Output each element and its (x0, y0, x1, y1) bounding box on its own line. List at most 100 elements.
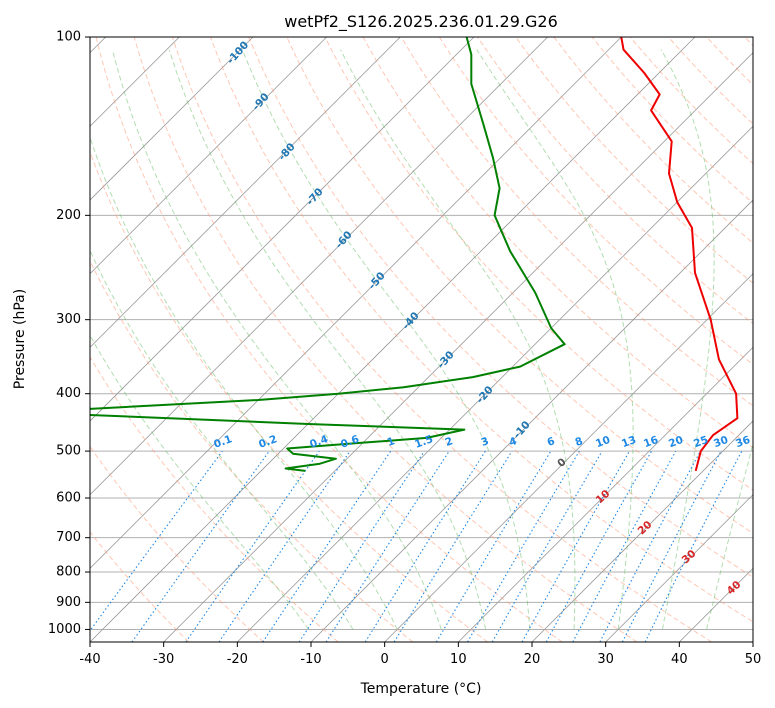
x-tick-label: 0 (381, 652, 389, 667)
isotherm-line (605, 494, 753, 642)
mixing-ratio-label: 0.1 (212, 433, 234, 451)
y-tick-label: 500 (56, 444, 81, 459)
dry-adiabat-line (90, 531, 190, 642)
mixing-ratio-label: 20 (667, 434, 685, 450)
x-tick-label: -10 (300, 652, 321, 667)
isotherm-line (384, 273, 753, 642)
y-tick-label: 700 (56, 530, 81, 545)
isotherm-line (90, 37, 254, 201)
isotherm-line (90, 37, 327, 275)
chart-title: wetPf2_S126.2025.236.01.29.G26 (284, 12, 558, 32)
grid-layer (90, 37, 753, 642)
mixing-ratio-label: 8 (574, 435, 585, 449)
mixing-ratio-line (572, 450, 677, 642)
x-tick-label: 20 (524, 652, 541, 667)
mixing-ratio-label: 30 (712, 434, 730, 450)
isotherm-line (90, 37, 401, 348)
isotherm-line (90, 37, 548, 496)
x-tick-label: -20 (227, 652, 248, 667)
mixing-ratio-line (131, 450, 270, 642)
isotherm-line (458, 346, 753, 642)
mixing-ratio-label: 25 (692, 434, 710, 450)
dry-adiabat-line (362, 37, 753, 449)
y-tick-label: 600 (56, 491, 81, 506)
dry-adiabat-line (133, 37, 638, 642)
mixing-ratio-line (545, 450, 653, 642)
mixing-ratio-label: 0.4 (308, 433, 330, 451)
mixing-ratio-label: 10 (594, 434, 612, 450)
dry-adiabat-line (286, 37, 753, 534)
isotherm-line (163, 52, 753, 642)
dewpoint-profile-line (90, 37, 566, 472)
axes-layer: -40 -30 -20 -10 0 10 20 30 40 5010020030040050060… (48, 30, 761, 668)
mixing-ratio-line (218, 450, 351, 642)
moist-adiabat-line (660, 49, 715, 630)
x-axis-label: Temperature (°C) (360, 681, 482, 697)
y-tick-label: 300 (56, 312, 81, 327)
mixing-ratio-label: 36 (734, 434, 752, 450)
moist-adiabat-line (241, 49, 531, 630)
mixing-ratio-line (621, 450, 722, 642)
mixing-ratio-label: 1 (386, 435, 397, 449)
isotherm-line (90, 37, 622, 569)
mixing-ratio-label: 2 (444, 435, 455, 449)
series-layer (90, 37, 739, 472)
isotherm-line (90, 37, 696, 642)
y-tick-label: 400 (56, 386, 81, 401)
mixing-ratio-line (262, 450, 392, 642)
moist-adiabat-line (476, 49, 634, 630)
moist-adiabat-line (111, 49, 442, 630)
mixing-ratio-label: 3 (480, 435, 491, 449)
x-tick-label: 40 (671, 652, 688, 667)
dry-adiabat-line (438, 37, 753, 365)
y-tick-label: 1000 (48, 622, 81, 637)
plot-frame (89, 36, 754, 643)
mixing-ratio-line (644, 450, 743, 642)
isotherm-line (90, 37, 475, 422)
dry-adiabat-line (477, 37, 753, 325)
mixing-ratio-line (467, 450, 580, 642)
dry-adiabat-line (95, 37, 563, 642)
y-tick-label: 200 (56, 208, 81, 223)
isotherm-line (237, 125, 753, 642)
mixing-ratio-label: 0.2 (257, 433, 279, 451)
dry-adiabat-line (248, 37, 753, 578)
dry-adiabat-line (324, 37, 753, 491)
isotherm-line (531, 420, 753, 642)
dry-adiabat-line (90, 259, 414, 642)
moist-adiabat-line (168, 49, 487, 630)
y-tick-label: 100 (56, 30, 81, 45)
mixing-ratio-line (599, 450, 701, 642)
temperature-profile-line (620, 37, 739, 472)
x-tick-label: -30 (153, 652, 174, 667)
mixing-ratio-line (435, 450, 552, 642)
mixing-ratio-line (491, 450, 603, 642)
dry-adiabat-line (171, 37, 712, 642)
x-tick-label: 50 (745, 652, 762, 667)
moist-adiabat-line (90, 249, 354, 630)
mixing-ratio-label: 4 (508, 435, 519, 449)
dry-adiabat-line (591, 37, 753, 204)
moist-adiabat-line (90, 135, 398, 630)
mixing-ratio-line (325, 450, 450, 642)
mixing-ratio-line (90, 450, 223, 632)
mixing-ratio-label: 6 (546, 435, 557, 449)
y-tick-label: 900 (56, 595, 81, 610)
mixing-ratio-line (298, 450, 425, 642)
dry-adiabat-line (553, 37, 753, 244)
dry-adiabat-line (90, 150, 488, 642)
x-tick-label: -40 (79, 652, 100, 667)
mixing-ratio-label: 0.6 (339, 433, 361, 451)
dry-adiabat-line (400, 37, 753, 407)
moist-adiabat-line (90, 334, 310, 630)
mixing-ratio-label: 16 (642, 434, 660, 450)
dry-adiabat-line (90, 356, 339, 642)
x-tick-label: 10 (450, 652, 467, 667)
dry-adiabat-line (210, 37, 753, 623)
mixing-ratio-line (185, 450, 320, 642)
mixing-ratio-label: 1.5 (413, 433, 435, 451)
moist-adiabat-line (706, 441, 753, 630)
y-axis-label: Pressure (hPa) (12, 289, 28, 389)
